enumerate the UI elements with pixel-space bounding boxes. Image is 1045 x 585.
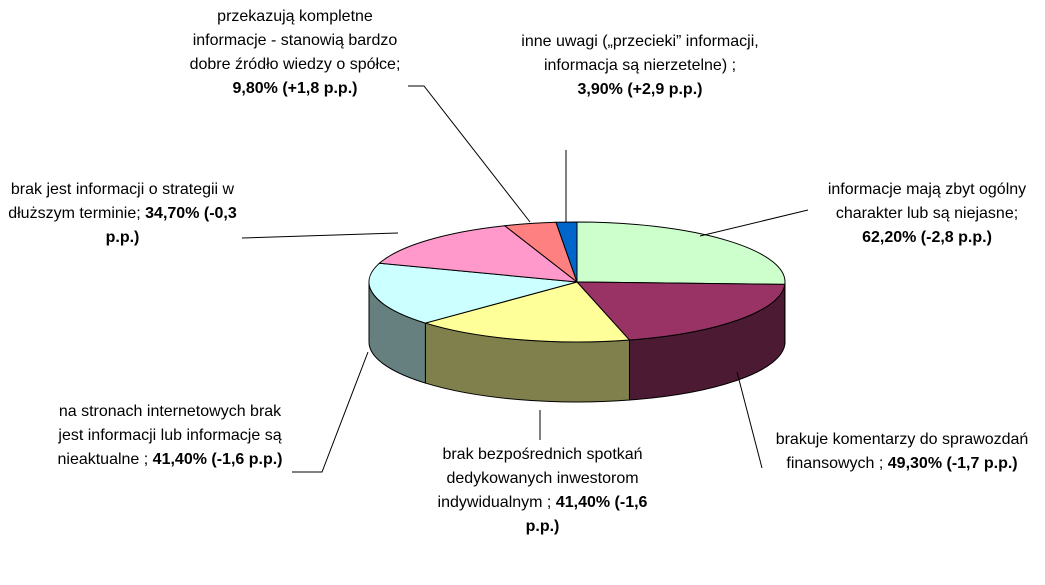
change-label: (-1,6 p.p.) bbox=[211, 451, 283, 468]
category-label: informacje mają zbyt ogólny charakter lu… bbox=[827, 181, 1027, 222]
value-label: 34,70% bbox=[145, 205, 200, 222]
leader-line bbox=[699, 209, 809, 237]
slice-label: inne uwagi („przecieki” informacji, info… bbox=[520, 30, 760, 102]
slice-label: brak jest informacji o strategii w dłużs… bbox=[0, 178, 245, 250]
slice bbox=[378, 225, 579, 283]
slice-label: brak bezpośrednich spotkań dedykowanych … bbox=[420, 443, 665, 539]
change-label: (-2,8 p.p.) bbox=[920, 229, 992, 246]
category-label: przekazują kompletne informacje - stanow… bbox=[189, 8, 401, 73]
category-label: na stronach internetowych brak jest info… bbox=[57, 403, 282, 468]
leader-line bbox=[292, 351, 369, 473]
change-label: (-1,7 p.p.) bbox=[946, 455, 1018, 472]
value-label: 3,90% bbox=[577, 81, 623, 98]
slice bbox=[555, 221, 578, 283]
slice bbox=[575, 281, 786, 341]
leader-line bbox=[408, 85, 531, 223]
category-label: brak jest informacji o strategii w dłużs… bbox=[8, 181, 235, 222]
change-label: (+2,9 p.p.) bbox=[627, 81, 703, 98]
slice-label: na stronach internetowych brak jest info… bbox=[45, 400, 295, 472]
slice-label: informacje mają zbyt ogólny charakter lu… bbox=[812, 178, 1042, 250]
change-label: (-1,6 p.p.) bbox=[525, 494, 648, 535]
slice-label: przekazują kompletne informacje - stanow… bbox=[185, 5, 405, 101]
leader-line bbox=[736, 371, 763, 469]
slice bbox=[423, 281, 631, 343]
value-label: 62,20% bbox=[862, 229, 917, 246]
category-label: brak bezpośrednich spotkań dedykowanych … bbox=[437, 446, 643, 511]
value-label: 9,80% bbox=[232, 80, 278, 97]
slice bbox=[576, 221, 786, 285]
change-label: (-0,3 p.p.) bbox=[105, 205, 237, 246]
value-label: 41,40% bbox=[555, 494, 611, 511]
value-label: 49,30% bbox=[887, 455, 943, 472]
category-label: inne uwagi („przecieki” informacji, info… bbox=[521, 33, 759, 74]
change-label: (+1,8 p.p.) bbox=[282, 80, 358, 97]
category-label: brakuje komentarzy do sprawozdań finanso… bbox=[775, 431, 1029, 472]
slice-label: brakuje komentarzy do sprawozdań finanso… bbox=[762, 428, 1042, 476]
leader-line bbox=[241, 232, 399, 239]
slice bbox=[368, 262, 578, 324]
value-label: 41,40% bbox=[152, 451, 207, 468]
